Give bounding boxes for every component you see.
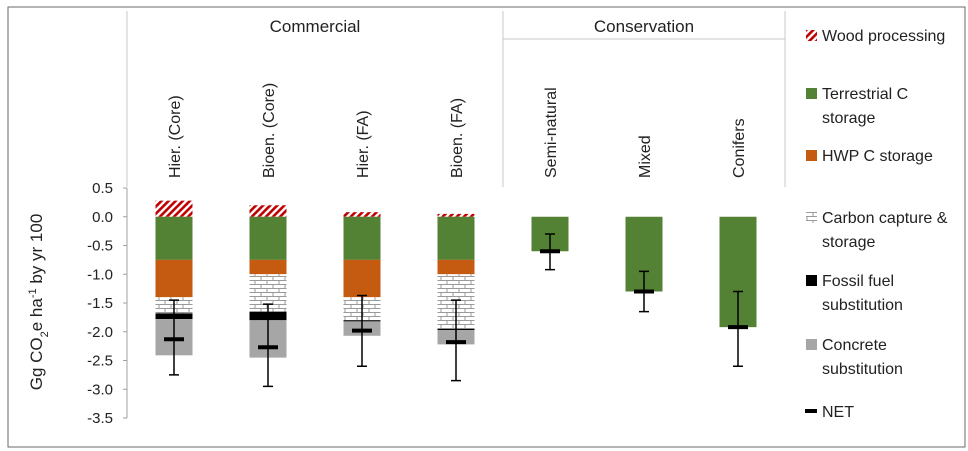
legend-label: Terrestrial C storage xyxy=(822,86,908,127)
category-label: Semi-natural xyxy=(543,87,560,178)
legend-label-line: storage xyxy=(822,110,875,127)
legend-label: Carbon capture & storage xyxy=(822,210,948,251)
bar-segment xyxy=(437,213,475,217)
legend-label-line: storage xyxy=(822,234,875,251)
y-tick-label: -3.5 xyxy=(87,410,113,427)
y-tick-label: -1.0 xyxy=(87,266,113,283)
category-label: Mixed xyxy=(637,135,654,178)
legend-label-line: Terrestrial C xyxy=(822,86,908,103)
bar-segment xyxy=(249,259,287,275)
legend-label-line: Concrete xyxy=(822,337,887,354)
bar-segment xyxy=(155,200,193,217)
legend-label-line: Fossil fuel xyxy=(822,273,894,290)
legend-label: Wood processing xyxy=(822,28,945,45)
category-label: Conifers xyxy=(731,118,748,178)
legend-swatch xyxy=(806,339,817,350)
bar-segment xyxy=(249,205,287,217)
y-axis: 0.5 0.0 -0.5 -1.0 -1.5 -2.0 -2.5 -3.0 -3.5 xyxy=(87,180,128,427)
category-label: Bioen. (Core) xyxy=(261,83,278,178)
y-tick-label: -0.5 xyxy=(87,238,113,255)
legend-label: HWP C storage xyxy=(822,148,933,165)
bar-segment xyxy=(343,216,381,260)
category-label: Bioen. (FA) xyxy=(449,98,466,178)
legend-swatch xyxy=(806,30,817,41)
group-label: Conservation xyxy=(594,17,694,36)
legend-label: Concrete substitution xyxy=(822,337,903,378)
bar-segment xyxy=(343,259,381,298)
bar-segment xyxy=(343,212,381,217)
group-label: Commercial xyxy=(270,17,361,36)
legend-swatch xyxy=(805,409,817,413)
category-header: Commercial Conservation Hier. (Core) Bioen.… xyxy=(126,11,786,187)
bar-segment xyxy=(437,259,475,275)
category-label: Hier. (FA) xyxy=(355,110,372,178)
legend-label: Fossil fuel substitution xyxy=(822,273,903,314)
bar-segment xyxy=(155,259,193,298)
y-tick-label: -2.5 xyxy=(87,353,113,370)
legend-swatch xyxy=(806,212,817,223)
error-bars xyxy=(164,233,748,388)
legend-label-line: substitution xyxy=(822,297,903,314)
chart-frame xyxy=(7,6,966,448)
legend-label: NET xyxy=(822,404,854,421)
y-tick-label: -2.0 xyxy=(87,324,113,341)
legend-swatch xyxy=(806,150,817,161)
y-tick-label: 0.5 xyxy=(92,180,113,197)
bar-segment xyxy=(249,216,287,260)
legend-label-line: Carbon capture & xyxy=(822,210,948,227)
y-axis-label: Gg CO2e ha-1 by yr 100 xyxy=(27,214,51,391)
y-tick-label: 0.0 xyxy=(92,209,113,226)
legend-label-line: NET xyxy=(822,404,854,421)
legend-swatch xyxy=(806,88,817,99)
legend-swatch xyxy=(806,275,817,286)
bar-segment xyxy=(437,216,475,260)
y-tick-label: -1.5 xyxy=(87,295,113,312)
legend-label-line: HWP C storage xyxy=(822,148,933,165)
bar-segment xyxy=(155,216,193,260)
legend: Wood processing Terrestrial C storage HWP C… xyxy=(805,28,948,421)
legend-label-line: Wood processing xyxy=(822,28,945,45)
category-label: Hier. (Core) xyxy=(167,95,184,178)
legend-label-line: substitution xyxy=(822,361,903,378)
y-tick-label: -3.0 xyxy=(87,381,113,398)
